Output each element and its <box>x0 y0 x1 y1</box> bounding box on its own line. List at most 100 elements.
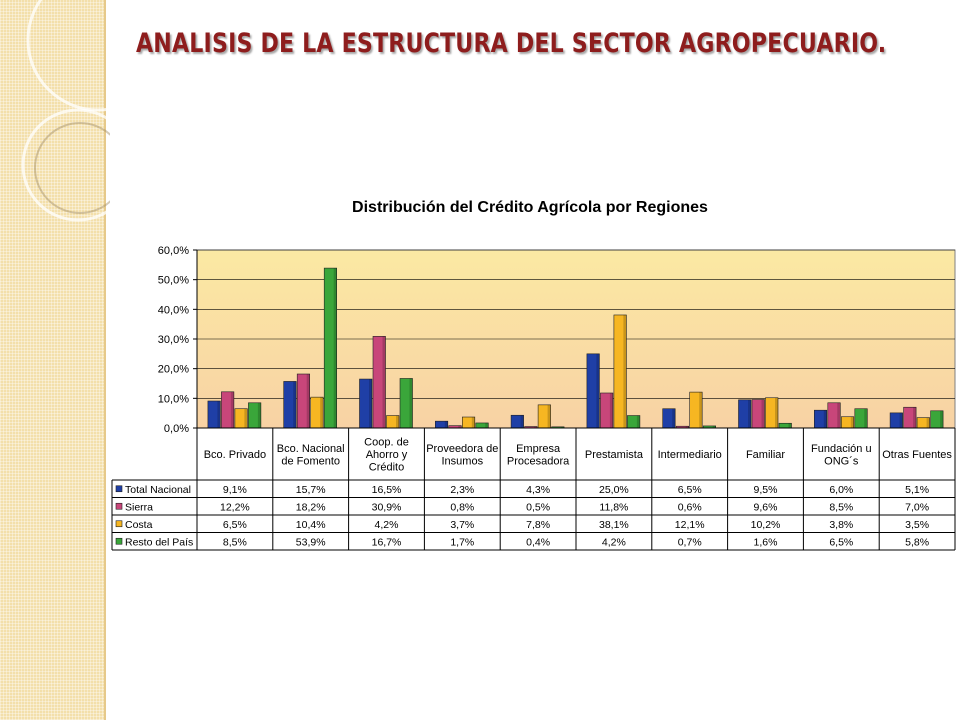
bar-shade <box>257 402 261 428</box>
category-label: Empresa <box>516 443 561 455</box>
bar-shade <box>306 374 310 428</box>
data-value-label: 15,7% <box>296 484 326 496</box>
data-value-label: 1,7% <box>450 536 474 548</box>
legend-swatch <box>115 485 123 493</box>
data-value-label: 5,1% <box>905 484 929 496</box>
data-value-label: 0,8% <box>450 501 474 513</box>
bar-shade <box>230 391 234 428</box>
bar-shade <box>699 392 703 428</box>
data-value-label: 10,2% <box>751 519 781 531</box>
data-value-label: 0,5% <box>526 501 550 513</box>
data-value-label: 53,9% <box>296 536 326 548</box>
data-value-label: 7,0% <box>905 501 929 513</box>
data-value-label: 1,6% <box>754 536 778 548</box>
bar-shade <box>534 426 538 428</box>
bar-shade <box>685 426 689 428</box>
data-value-label: 6,0% <box>829 484 853 496</box>
data-value-label: 2,3% <box>450 484 474 496</box>
data-value-label: 6,5% <box>829 536 853 548</box>
category-label: Bco. Nacional <box>277 443 345 455</box>
credit-distribution-chart: Distribución del Crédito Agrícola por Re… <box>111 199 956 551</box>
legend-swatch <box>115 520 123 528</box>
data-value-label: 9,1% <box>223 484 247 496</box>
bar-shade <box>409 378 413 428</box>
bar-shade <box>864 408 868 428</box>
legend-label: Costa <box>125 519 153 531</box>
bar-shade <box>293 381 297 428</box>
bar-shade <box>775 397 778 428</box>
data-value-label: 12,2% <box>220 501 250 513</box>
bar-shade <box>636 415 640 428</box>
category-label: Crédito <box>369 462 404 474</box>
data-value-label: 3,7% <box>450 519 474 531</box>
bar-shade <box>396 415 399 428</box>
data-value-label: 6,5% <box>678 484 702 496</box>
data-value-label: 3,8% <box>829 519 853 531</box>
bar-shade <box>471 417 475 428</box>
y-tick-label: 0,0% <box>164 423 189 435</box>
bar-shade <box>788 423 792 428</box>
legend-swatch <box>115 537 123 545</box>
y-tick-label: 60,0% <box>158 245 189 257</box>
data-value-label: 6,5% <box>223 519 247 531</box>
bar-shade <box>458 425 462 428</box>
legend-label: Total Nacional <box>125 484 191 496</box>
data-value-label: 38,1% <box>599 519 629 531</box>
bar-shade <box>244 408 248 428</box>
slide-title: ANALISIS DE LA ESTRUCTURA DEL SECTOR AGR… <box>136 28 887 59</box>
bar-shade <box>547 404 551 428</box>
category-label: Insumos <box>442 455 484 467</box>
bar-shade <box>320 397 324 428</box>
y-tick-label: 20,0% <box>158 364 189 376</box>
bar-shade <box>333 268 337 428</box>
legend-swatch <box>115 502 123 510</box>
data-value-label: 0,7% <box>678 536 702 548</box>
data-value-label: 10,4% <box>296 519 326 531</box>
legend-label: Resto del País <box>125 536 193 548</box>
data-value-label: 25,0% <box>599 484 629 496</box>
data-value-label: 4,2% <box>602 536 626 548</box>
y-tick-label: 50,0% <box>158 275 189 287</box>
data-value-label: 0,4% <box>526 536 550 548</box>
y-tick-label: 10,0% <box>158 393 189 405</box>
category-label: Proveedora de <box>426 443 498 455</box>
chart-title: Distribución del Crédito Agrícola por Re… <box>352 199 708 216</box>
bar-shade <box>837 402 841 428</box>
bar-shade <box>899 412 903 428</box>
data-value-label: 16,7% <box>372 536 402 548</box>
category-label: ONG´s <box>824 455 859 467</box>
bar-shade <box>369 379 372 428</box>
data-value-label: 7,8% <box>526 519 550 531</box>
bar-shade <box>217 401 221 428</box>
data-value-label: 30,9% <box>372 501 402 513</box>
bar-shade <box>382 336 386 428</box>
category-label: Otras Fuentes <box>882 449 952 461</box>
category-label: Fundación u <box>811 443 872 455</box>
bar-shade <box>913 407 917 428</box>
data-value-label: 12,1% <box>675 519 705 531</box>
data-value-label: 8,5% <box>829 501 853 513</box>
category-label: Intermediario <box>658 449 722 461</box>
data-value-label: 8,5% <box>223 536 247 548</box>
bar-shade <box>485 422 489 428</box>
y-tick-label: 30,0% <box>158 334 189 346</box>
bar-shade <box>596 353 600 428</box>
bar-shade <box>561 426 565 428</box>
data-value-label: 4,2% <box>375 519 399 531</box>
bar-shade <box>623 314 627 428</box>
bar-shade <box>748 399 751 428</box>
data-value-label: 0,6% <box>678 501 702 513</box>
data-value-label: 18,2% <box>296 501 326 513</box>
bar-shade <box>823 410 827 428</box>
category-label: Ahorro y <box>366 449 408 461</box>
data-value-label: 16,5% <box>372 484 402 496</box>
category-label: Prestamista <box>585 449 644 461</box>
decorative-circles <box>21 0 110 222</box>
data-value-label: 5,8% <box>905 536 929 548</box>
bar-shade <box>672 408 676 428</box>
bar-shade <box>761 399 765 428</box>
category-label: Procesadora <box>507 455 570 467</box>
bar-shade <box>609 392 613 428</box>
bar-shade <box>850 416 854 428</box>
decorative-side-panel <box>0 0 110 720</box>
